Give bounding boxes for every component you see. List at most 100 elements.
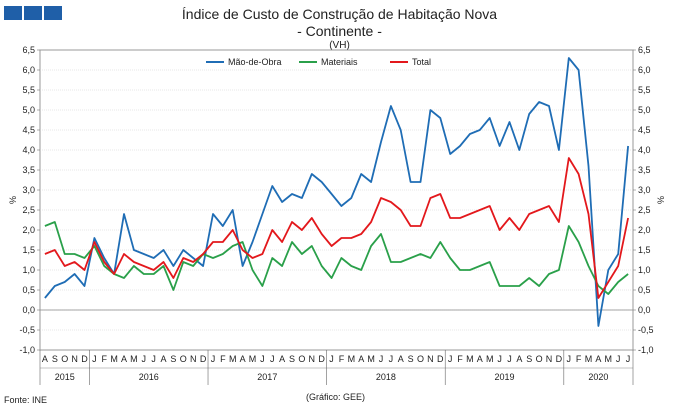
x-month-label: A [595,354,601,364]
y-tick-label-right: 5,0 [638,105,651,115]
y-tick-label-right: 6,0 [638,65,651,75]
y-tick-label-left: 1,0 [22,265,35,275]
x-month-label: N [190,354,197,364]
x-month-label: A [516,354,522,364]
x-month-label: N [309,354,316,364]
plot-frame [39,49,634,351]
x-month-label: D [437,354,444,364]
x-year-label: 2015 [55,372,75,382]
x-month-label: F [220,354,226,364]
x-year-label: 2020 [588,372,608,382]
x-month-label: O [61,354,68,364]
x-month-label: S [526,354,532,364]
x-month-label: S [52,354,58,364]
series-line-total [44,157,629,299]
logo-block-1 [4,6,22,20]
series-line-materiais [44,221,629,295]
x-month-label: O [417,354,424,364]
x-month-label: M [110,354,118,364]
x-month-label: J [448,354,453,364]
x-month-label: M [605,354,613,364]
y-tick-label-left: -0,5 [19,325,35,335]
x-month-label: J [626,354,631,364]
x-month-label: J [507,354,512,364]
x-month-label: J [389,354,394,364]
y-tick-label-left: 4,5 [22,125,35,135]
y-tick-label-left: 6,5 [22,45,35,55]
x-month-label: M [130,354,138,364]
y-tick-label-right: 0,0 [638,305,651,315]
y-tick-label-right: 2,5 [638,205,651,215]
x-month-label: J [260,354,265,364]
x-month-label: J [567,354,572,364]
x-month-label: M [585,354,593,364]
y-tick-label-right: -1,0 [638,345,654,355]
x-month-label: O [180,354,187,364]
y-axis-title-right: % [656,196,666,204]
x-month-label: D [200,354,207,364]
y-tick-label-right: 1,0 [638,265,651,275]
legend-label: Total [412,57,431,67]
y-tick-label-left: 5,0 [22,105,35,115]
chart-credit: (Gráfico: GEE) [306,392,366,402]
x-month-label: D [318,354,325,364]
x-month-label: M [249,354,257,364]
y-tick-label-right: 5,5 [638,85,651,95]
series-line-mao-de-obra [44,57,629,327]
x-month-label: A [42,354,48,364]
x-month-label: A [240,354,246,364]
x-month-label: F [576,354,582,364]
x-month-label: J [379,354,384,364]
y-tick-label-left: 0,0 [22,305,35,315]
y-tick-label-right: -0,5 [638,325,654,335]
y-tick-label-right: 3,5 [638,165,651,175]
x-month-label: J [616,354,621,364]
x-year-label: 2016 [139,372,159,382]
legend-label: Mão-de-Obra [228,57,282,67]
x-month-label: S [408,354,414,364]
x-month-label: D [81,354,88,364]
x-month-label: S [289,354,295,364]
logo-block-2 [24,6,42,20]
x-month-label: N [71,354,78,364]
y-tick-label-left: 5,5 [22,85,35,95]
x-month-label: J [151,354,156,364]
x-month-label: M [466,354,474,364]
y-tick-label-left: 2,0 [22,225,35,235]
x-year-label: 2018 [376,372,396,382]
x-month-label: F [457,354,463,364]
x-month-label: J [270,354,275,364]
logo-block-3 [44,6,62,20]
y-tick-label-left: 3,0 [22,185,35,195]
x-month-label: J [211,354,216,364]
source-note: Fonte: INE [4,395,48,405]
x-month-label: M [486,354,494,364]
y-tick-label-right: 2,0 [638,225,651,235]
x-month-label: J [329,354,334,364]
chart-title: Índice de Custo de Construção de Habitaç… [181,6,498,22]
x-year-label: 2019 [495,372,515,382]
y-tick-label-left: 4,0 [22,145,35,155]
y-tick-label-right: 4,5 [638,125,651,135]
x-month-label: F [101,354,107,364]
y-tick-label-left: 1,5 [22,245,35,255]
x-month-label: J [92,354,97,364]
x-month-label: O [298,354,305,364]
x-month-label: A [121,354,127,364]
y-tick-label-left: -1,0 [19,345,35,355]
x-month-label: O [536,354,543,364]
legend-label: Materiais [321,57,358,67]
x-month-label: S [170,354,176,364]
y-tick-label-right: 0,5 [638,285,651,295]
x-month-label: A [358,354,364,364]
x-month-label: A [477,354,483,364]
y-tick-label-right: 6,5 [638,45,651,55]
x-month-label: A [161,354,167,364]
x-month-label: F [339,354,345,364]
x-month-label: J [142,354,147,364]
chart-subtitle: - Continente - [297,23,382,39]
x-month-label: A [279,354,285,364]
x-month-label: M [367,354,375,364]
x-month-label: M [348,354,356,364]
